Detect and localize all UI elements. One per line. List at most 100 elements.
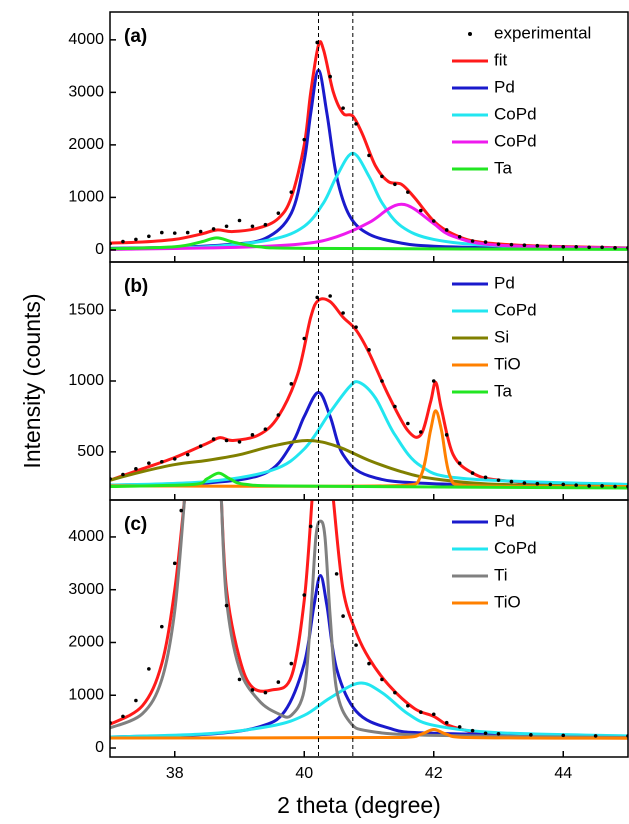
y-axis-title: Intensity (counts) [19,293,45,468]
series-line [110,297,628,488]
data-point [613,246,617,250]
data-point [419,710,423,714]
data-point [561,244,566,249]
legend-label: Ta [494,158,513,177]
data-point [457,461,462,465]
data-point [380,677,384,682]
series-line [110,202,628,251]
data-point [457,234,462,239]
data-point [263,222,268,227]
data-point [289,661,294,666]
legend-label: Si [494,327,509,346]
data-point [535,243,540,248]
data-point [328,294,332,298]
data-point [276,211,281,215]
data-point [593,734,598,738]
data-point [211,437,216,441]
data-point [419,208,423,213]
data-point [574,244,578,249]
data-point [276,413,281,417]
data-point [587,484,591,488]
legend-label: CoPd [494,131,537,150]
data-point [160,230,164,235]
y-tick-label: 1000 [68,189,104,206]
y-tick-label: 4000 [68,31,104,48]
series-line [110,681,628,739]
y-tick-label: 3000 [68,84,104,101]
x-tick-label: 42 [425,765,443,782]
data-point [406,421,410,426]
data-point [289,190,294,194]
data-point [263,427,268,431]
data-point [457,725,462,729]
data-point [406,704,410,708]
data-point [509,479,514,484]
y-tick-label: 1500 [68,301,104,318]
data-point [393,404,397,409]
y-tick-label: 500 [77,443,104,460]
data-point [444,228,449,232]
data-point [179,508,184,513]
data-point [121,714,125,719]
data-point [367,661,371,666]
series-line [110,40,628,250]
data-point [237,218,242,223]
y-tick-label: 0 [95,241,104,258]
data-point [121,472,125,477]
legend-label: Pd [494,511,515,530]
data-point [470,728,475,733]
data-point [341,311,345,315]
data-point [224,438,229,443]
data-point [224,603,229,608]
data-point [354,122,358,126]
data-point [380,174,384,179]
data-point [172,561,177,566]
data-point [147,667,151,671]
data-point [548,482,553,487]
data-point [483,240,488,244]
data-point [561,482,566,487]
panel-label: (b) [124,276,148,297]
series-line [110,236,628,251]
data-point [600,484,604,488]
data-point [444,720,449,725]
series-line [110,438,628,489]
legend-label: Pd [494,77,515,96]
data-point [470,239,475,243]
data-point [198,444,203,448]
y-tick-label: 1000 [68,686,104,703]
data-point [328,74,332,79]
data-point [276,680,281,684]
data-point [147,461,151,465]
data-point [224,224,229,229]
legend-label: CoPd [494,538,537,557]
data-point [160,459,164,464]
data-point [509,242,514,247]
y-tick-label: 4000 [68,528,104,545]
data-point [548,244,553,249]
data-point [172,231,177,235]
plot-area [110,500,628,740]
y-tick-label: 3000 [68,581,104,598]
series-line [110,500,628,739]
data-point [237,677,242,682]
data-point [367,153,371,158]
plot-area [110,294,628,490]
data-point [522,481,527,485]
data-point [406,190,410,194]
data-point [496,242,501,246]
legend-label: fit [494,50,508,69]
data-point [354,325,358,329]
legend-label: Pd [494,273,515,292]
series-line [110,500,628,739]
data-point [147,234,151,239]
data-point [367,348,371,352]
data-point [185,452,190,457]
data-point [444,433,449,437]
data-point [160,624,164,629]
data-point [289,382,294,386]
data-point [431,219,436,223]
data-point [561,733,566,738]
data-point [198,229,203,234]
